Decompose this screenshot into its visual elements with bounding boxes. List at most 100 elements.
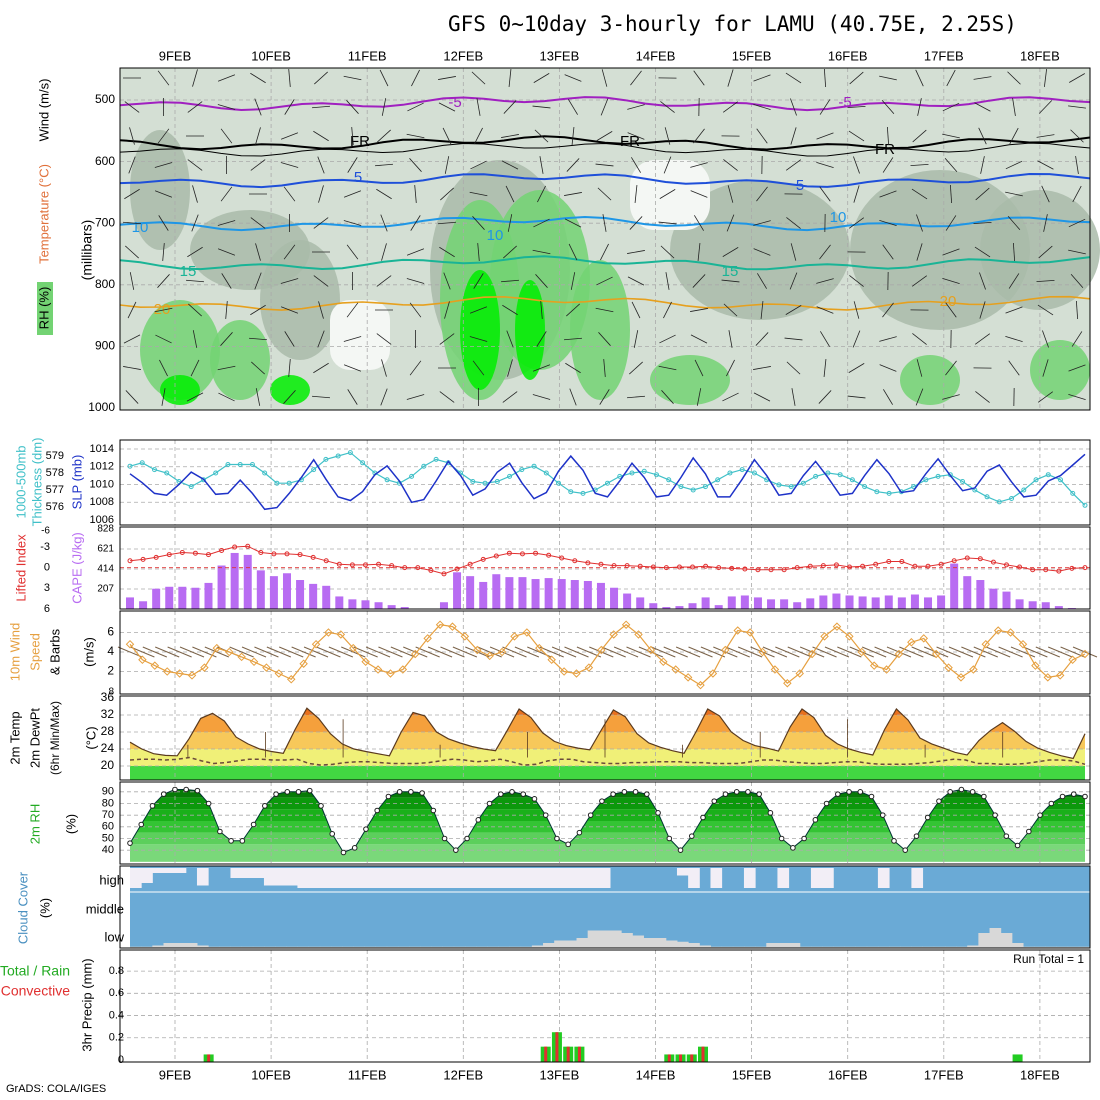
rh-point [430, 807, 437, 814]
wind-barb [596, 131, 613, 141]
high-cloud-gap [196, 868, 209, 886]
high-cloud-gap [598, 868, 611, 888]
wind-barb [568, 99, 578, 115]
lifted-index-point [637, 563, 643, 569]
wind-barb [248, 337, 268, 341]
wind-barb [254, 98, 262, 116]
wind-barb [879, 75, 897, 81]
wind-barb [157, 274, 170, 288]
isotherm-line [119, 255, 1091, 271]
wind-speed-point [919, 634, 929, 643]
thickness-point [482, 480, 488, 486]
rh-point [599, 798, 605, 804]
wind-barb [220, 332, 233, 346]
wind-barb [942, 394, 960, 400]
lifted-index-point [192, 550, 198, 556]
cape-bar [374, 602, 383, 609]
wind-speed-point [200, 663, 209, 672]
thickness-point [127, 463, 133, 469]
wind-speed-point [832, 622, 842, 631]
wind-barb [816, 278, 834, 284]
wind-barb [786, 217, 801, 229]
wind-barb [469, 336, 488, 342]
wind-barb [374, 163, 394, 167]
wind-barb [379, 69, 389, 87]
low-cloud-bar [922, 946, 935, 948]
rh-tick: 80 [102, 797, 114, 809]
rh-area [570, 260, 630, 400]
wind-barb [973, 221, 992, 225]
wind-speed-point [249, 657, 259, 666]
wind-barb [627, 276, 645, 286]
wind-speed-point [931, 649, 941, 659]
low-cloud-bar [944, 946, 957, 948]
thickness-tick: 577 [46, 484, 64, 496]
wind-barb [251, 361, 265, 375]
wind-barb [881, 99, 895, 115]
wind-tick: 8 [108, 687, 114, 698]
wind-speed-point [882, 665, 891, 674]
wind-speed-point [423, 634, 432, 643]
wind-speed-point [1006, 628, 1015, 637]
wind-speed-point [1055, 671, 1065, 680]
lifted-index-point [572, 558, 578, 564]
cape-bar [662, 607, 671, 609]
low-cloud-bar [185, 943, 198, 948]
rh-point [733, 789, 740, 795]
low-cloud-bar [174, 943, 187, 948]
wind-barb [700, 646, 726, 658]
cape-bar [845, 595, 854, 609]
high-cloud-gap [130, 868, 142, 888]
wind-barb [477, 242, 480, 262]
wind-barb [390, 646, 416, 658]
thickness-point [776, 482, 782, 488]
precip-tick: 0.2 [109, 1032, 124, 1044]
cape-bar [191, 587, 200, 609]
low-cloud-bar [1078, 946, 1091, 948]
isotherm-line [119, 295, 1091, 311]
thickness-tick: 576 [46, 501, 64, 513]
precip-conv-bar [207, 1054, 211, 1062]
precip-conv-bar [679, 1054, 683, 1062]
rh-point [475, 817, 482, 823]
wind-barb [787, 646, 812, 658]
low-cloud-bar [509, 946, 522, 948]
wind-barb [603, 358, 606, 378]
wind-speed-point [683, 673, 693, 682]
wind-barb [899, 646, 924, 658]
top-date-tick: 10FEB [251, 48, 291, 63]
wind-speed-point [411, 649, 420, 659]
cape-bar [531, 579, 540, 609]
high-cloud-gap [710, 868, 723, 888]
lifted-index-point [781, 567, 787, 573]
wind-speed-point [175, 669, 184, 678]
wind-barb [979, 272, 986, 290]
wind-speed-point [559, 667, 569, 676]
wind-barb [912, 129, 927, 143]
low-cloud-bar [710, 946, 723, 948]
cape-bar [217, 565, 226, 609]
top-date-tick: 9FEB [159, 48, 192, 63]
wind-barb [723, 159, 738, 171]
wind-barb [658, 365, 677, 371]
low-cloud-bar [621, 933, 633, 948]
wind-barb [916, 359, 923, 377]
temp-tick: 36 [101, 690, 115, 704]
temp-line [129, 707, 1086, 760]
low-cloud-bar [219, 946, 231, 948]
lifted-index-point [650, 564, 656, 570]
wind-barb [551, 646, 577, 658]
high-cloud-gap [375, 868, 388, 888]
wind-barb [129, 127, 135, 145]
wind-barb [980, 156, 985, 174]
wind-barb [1072, 646, 1098, 658]
thickness-point [960, 479, 966, 484]
lifted-index-point [153, 554, 159, 560]
top-date-tick: 14FEB [636, 48, 676, 63]
rh-tick: 70 [102, 809, 114, 821]
wind-barb [217, 104, 236, 110]
thickness-point [409, 473, 415, 479]
wind-barb [883, 389, 893, 405]
low-cloud-bar [877, 946, 890, 948]
wind-barb [124, 101, 140, 113]
